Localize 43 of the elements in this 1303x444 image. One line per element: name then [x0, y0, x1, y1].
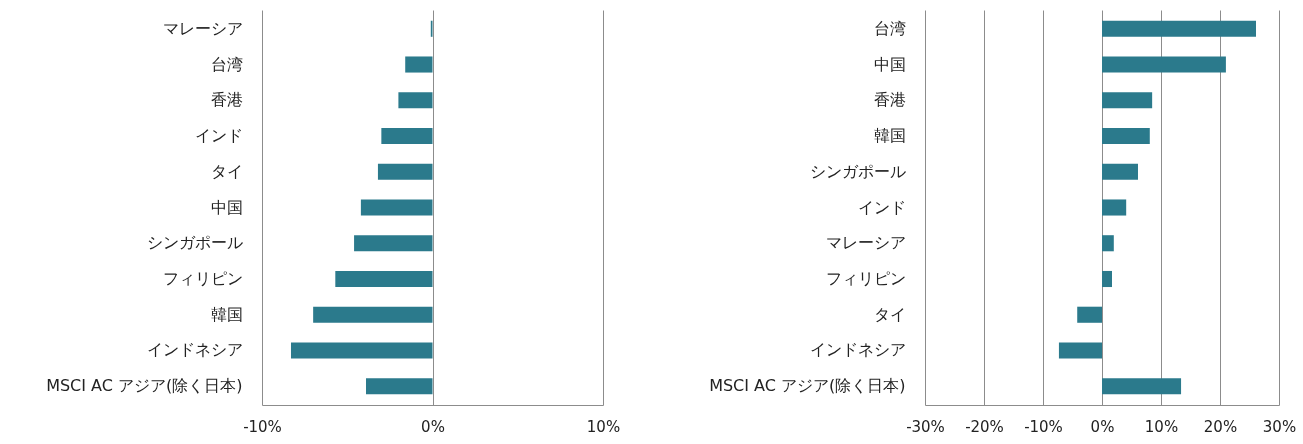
y-tick-label: 中国 [210, 197, 243, 217]
bar [1102, 163, 1138, 180]
x-tick-label: 20% [1203, 417, 1238, 436]
y-tick-label: 韓国 [210, 304, 243, 324]
bar [1102, 20, 1256, 37]
x-tick-label: -30% [906, 417, 945, 436]
y-tick-label: フィリピン [825, 268, 906, 288]
x-tick-label: 0% [421, 417, 445, 436]
y-tick-label: タイ [210, 161, 243, 181]
x-tick-label: -10% [243, 417, 282, 436]
y-tick-label: マレーシア [825, 233, 906, 253]
x-tick-label: 30% [1262, 417, 1297, 436]
y-tick-label: インドネシア [146, 340, 243, 360]
y-tick-label: シンガポール [809, 161, 906, 181]
bar [1102, 378, 1182, 395]
bar [1077, 306, 1102, 323]
y-tick-label: 韓国 [873, 126, 906, 146]
y-tick-label: 香港 [873, 90, 906, 110]
x-tick-label: -20% [965, 417, 1004, 436]
y-tick-label: 中国 [873, 54, 906, 74]
y-tick-label: 香港 [210, 90, 243, 110]
bar [1102, 92, 1153, 109]
x-tick-label: 10% [586, 417, 621, 436]
x-tick-label: 10% [1144, 417, 1179, 436]
bar [1102, 127, 1150, 145]
y-tick-label: 台湾 [873, 18, 906, 38]
y-tick-label: インドネシア [809, 340, 906, 360]
y-tick-label: インド [194, 126, 243, 146]
bar [1102, 270, 1113, 288]
y-tick-label: タイ [873, 304, 906, 324]
y-tick-label: MSCI AC アジア(除く日本) [709, 376, 906, 396]
y-tick-label: インド [857, 197, 906, 217]
bar [1102, 56, 1226, 73]
bar [1102, 235, 1114, 252]
y-tick-label: シンガポール [146, 233, 243, 253]
y-tick-label: マレーシア [162, 18, 243, 38]
y-tick-label: 台湾 [210, 54, 243, 74]
y-tick-label: MSCI AC アジア(除く日本) [46, 376, 243, 396]
bar [1058, 342, 1102, 359]
x-tick-label: 0% [1090, 417, 1115, 436]
bar [1102, 199, 1127, 216]
x-tick-label: -10% [1024, 417, 1063, 436]
y-tick-label: フィリピン [162, 268, 243, 288]
